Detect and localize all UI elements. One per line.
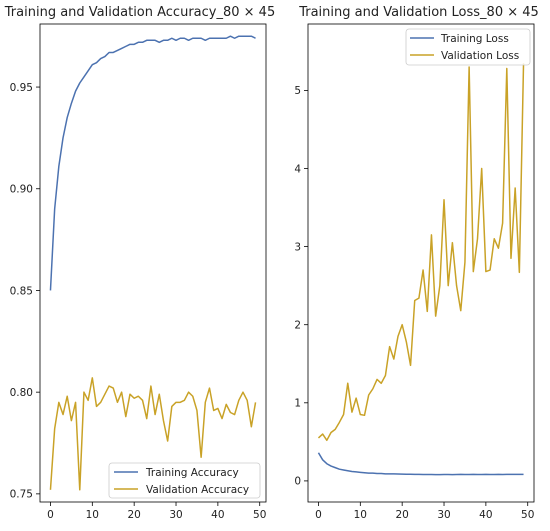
accuracy-chart-title: Training and Validation Accuracy_80 × 45 (4, 5, 275, 20)
legend-label-training-accuracy: Training Accuracy (145, 467, 239, 479)
accuracy-ticks: 0 10 20 30 40 50 0.75 0.80 0.85 0.90 0.95 (10, 82, 267, 521)
loss-series-lines (317, 63, 525, 476)
accuracy-xtick-label: 20 (127, 509, 140, 521)
accuracy-legend: Training Accuracy Validation Accuracy (108, 462, 261, 499)
loss-axes-frame (307, 23, 535, 503)
accuracy-axes-frame (39, 23, 267, 503)
loss-ytick-label: 2 (294, 320, 301, 332)
accuracy-legend-box (108, 462, 261, 499)
loss-xtick-label: 50 (521, 509, 534, 521)
legend-label-training-loss: Training Loss (440, 33, 509, 45)
legend-label-validation-loss: Validation Loss (441, 50, 519, 62)
loss-xtick-label: 40 (479, 509, 492, 521)
accuracy-chart: Training and Validation Accuracy_80 × 45… (4, 5, 275, 521)
accuracy-xtick-label: 10 (86, 509, 99, 521)
loss-ytick-label: 5 (294, 85, 301, 97)
loss-xtick-label: 10 (354, 509, 367, 521)
loss-ytick-label: 4 (294, 163, 301, 175)
accuracy-xtick-label: 0 (47, 509, 54, 521)
accuracy-ytick-label: 0.90 (10, 184, 33, 196)
accuracy-ytick-label: 0.75 (10, 489, 33, 501)
loss-ticks: 0 10 20 30 40 50 0 1 2 3 4 5 (294, 85, 534, 521)
loss-xtick-label: 20 (395, 509, 408, 521)
series-line-training-loss (317, 452, 524, 476)
loss-xtick-label: 0 (315, 509, 322, 521)
accuracy-ytick-label: 0.80 (10, 387, 33, 399)
accuracy-xtick-label: 40 (211, 509, 224, 521)
accuracy-xtick-label: 50 (253, 509, 266, 521)
loss-ytick-label: 3 (294, 241, 301, 253)
accuracy-xtick-label: 30 (169, 509, 182, 521)
loss-ytick-label: 0 (294, 476, 301, 488)
loss-ytick-label: 1 (294, 398, 301, 410)
series-line-validation-accuracy (49, 377, 257, 491)
accuracy-series-lines (49, 35, 257, 491)
accuracy-ytick-label: 0.85 (10, 285, 33, 297)
loss-legend: Training Loss Validation Loss (405, 28, 531, 66)
loss-chart-title: Training and Validation Loss_80 × 45 (298, 5, 539, 20)
series-line-training-accuracy (49, 35, 256, 291)
loss-chart: Training and Validation Loss_80 × 45 0 10… (294, 5, 538, 521)
accuracy-ytick-label: 0.95 (10, 82, 33, 94)
series-line-validation-loss (317, 63, 525, 442)
loss-xtick-label: 30 (437, 509, 450, 521)
legend-label-validation-accuracy: Validation Accuracy (146, 484, 249, 496)
loss-legend-box (405, 28, 531, 66)
